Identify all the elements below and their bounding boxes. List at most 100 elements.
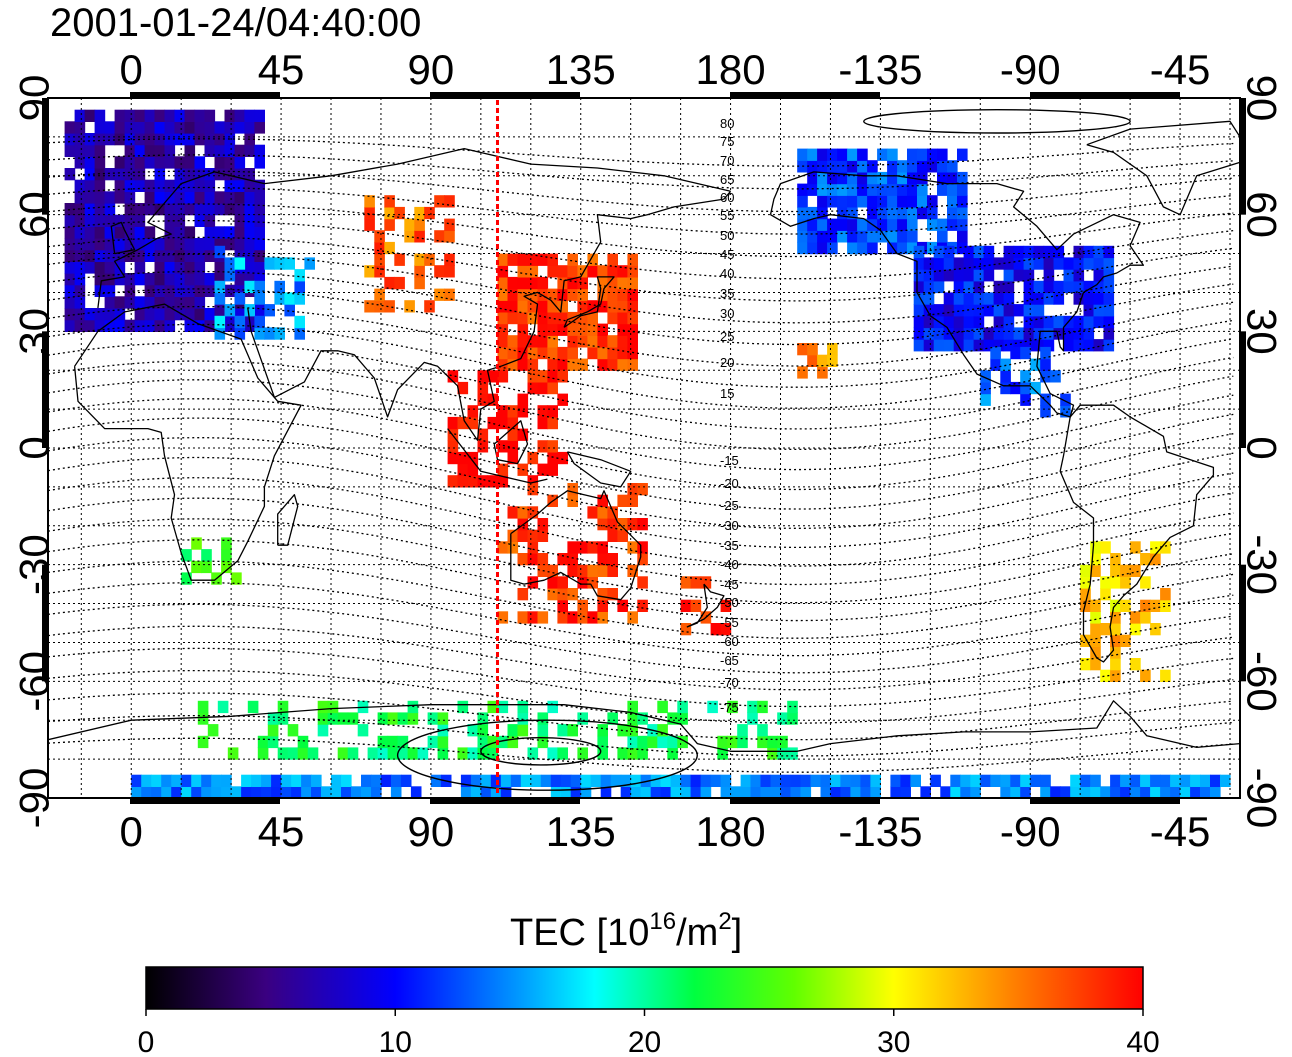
tec-cell (247, 700, 259, 714)
tec-cell (577, 611, 588, 624)
tec-cell (580, 774, 592, 787)
tec-cell (387, 747, 399, 760)
tec-cell (1033, 327, 1045, 340)
tec-cell (194, 284, 206, 297)
tec-cell (887, 183, 898, 196)
lat-tick-label-right: -30 (1239, 534, 1286, 595)
tec-cell (647, 735, 658, 749)
tec-cell (900, 774, 911, 787)
tec-cell (74, 319, 86, 332)
tec-cell (887, 230, 898, 243)
tec-cell (174, 249, 186, 262)
tec-cell (274, 292, 285, 305)
tec-cell (444, 288, 455, 301)
tec-cell (254, 280, 265, 294)
tec-cell (201, 560, 212, 574)
tec-cell (777, 735, 788, 749)
tec-cell (224, 226, 236, 239)
tec-cell (124, 284, 136, 297)
magnetic-latitude-labels: 80 75 70 65 60 55 50 45 40 35 30 25 20 15 -15 -20 -25 -30… (720, 116, 739, 715)
tec-cell (134, 214, 146, 227)
tec-cell (953, 315, 965, 329)
tec-cell (507, 541, 519, 554)
tec-cell (587, 611, 598, 624)
tec-cell (690, 786, 702, 798)
tec-cell (963, 315, 975, 329)
tec-cell (94, 191, 106, 204)
tec-cell (264, 327, 275, 340)
tec-cell (214, 144, 226, 157)
tec-cell (254, 109, 265, 122)
tec-cell (480, 774, 492, 787)
tec-cell (800, 786, 812, 798)
tec-cell (1053, 327, 1065, 340)
tec-cell (394, 276, 405, 290)
tec-cell (597, 276, 608, 290)
tec-cell (404, 230, 415, 243)
tec-cell (477, 712, 489, 725)
tec-cell (1190, 774, 1201, 787)
tec-cell (547, 346, 558, 360)
tec-cell (424, 206, 435, 220)
magnetic-latitude-contour (48, 288, 1234, 367)
tec-cell (1093, 292, 1105, 305)
tec-cell (507, 346, 519, 360)
frame-bar (1240, 564, 1246, 682)
tec-cell (627, 265, 638, 278)
tec-cell (1140, 774, 1151, 787)
tec-cell (1090, 564, 1101, 577)
tec-cell (1090, 634, 1101, 647)
tec-cell (577, 335, 588, 348)
tec-cell (507, 253, 519, 266)
tec-cell (144, 191, 156, 204)
tec-cell (497, 300, 509, 313)
tec-cell (993, 304, 1005, 317)
tec-cell (650, 774, 662, 787)
tec-cell (114, 133, 126, 146)
tec-cell (1063, 280, 1075, 294)
tec-cell (184, 284, 196, 297)
tec-cell (384, 218, 395, 231)
tec-cell (917, 195, 928, 208)
tec-cell (234, 284, 246, 297)
tec-cell (154, 308, 166, 321)
tec-cell (214, 280, 226, 294)
tec-cell (224, 109, 236, 122)
tec-cell (124, 238, 136, 251)
tec-cell (797, 218, 808, 231)
coastline (277, 494, 299, 546)
tec-cell (730, 786, 742, 798)
tec-cell (384, 241, 395, 255)
tec-cell (760, 774, 772, 787)
tec-cell (547, 416, 558, 430)
tec-cell (134, 249, 146, 262)
tec-cell (887, 206, 898, 220)
coastline (110, 221, 136, 255)
tec-cell (617, 265, 628, 278)
tec-cell (241, 786, 252, 798)
tec-cell (597, 265, 608, 278)
tec-cell (847, 218, 858, 231)
tec-cell (337, 712, 349, 725)
tec-cell (547, 311, 558, 325)
magnetic-latitude-label: 75 (720, 134, 734, 149)
tec-cell (747, 712, 758, 725)
tec-cell (587, 506, 598, 519)
tec-cell (221, 786, 232, 798)
tec-cell (244, 261, 255, 274)
tec-cell (184, 203, 196, 216)
tec-cell (1160, 786, 1171, 798)
tec-cell (507, 300, 519, 313)
tec-cell (371, 774, 382, 787)
tec-cell (434, 230, 445, 243)
magnetic-latitude-contour (48, 341, 1234, 430)
tec-cell (587, 576, 598, 589)
tec-cell (983, 292, 995, 305)
tec-cell (627, 323, 638, 336)
tec-cell (144, 179, 156, 192)
tec-cell (607, 335, 618, 348)
tec-cell (897, 218, 908, 231)
tec-cell (810, 774, 822, 787)
tec-cell (374, 288, 385, 301)
tec-cell (1110, 669, 1121, 682)
